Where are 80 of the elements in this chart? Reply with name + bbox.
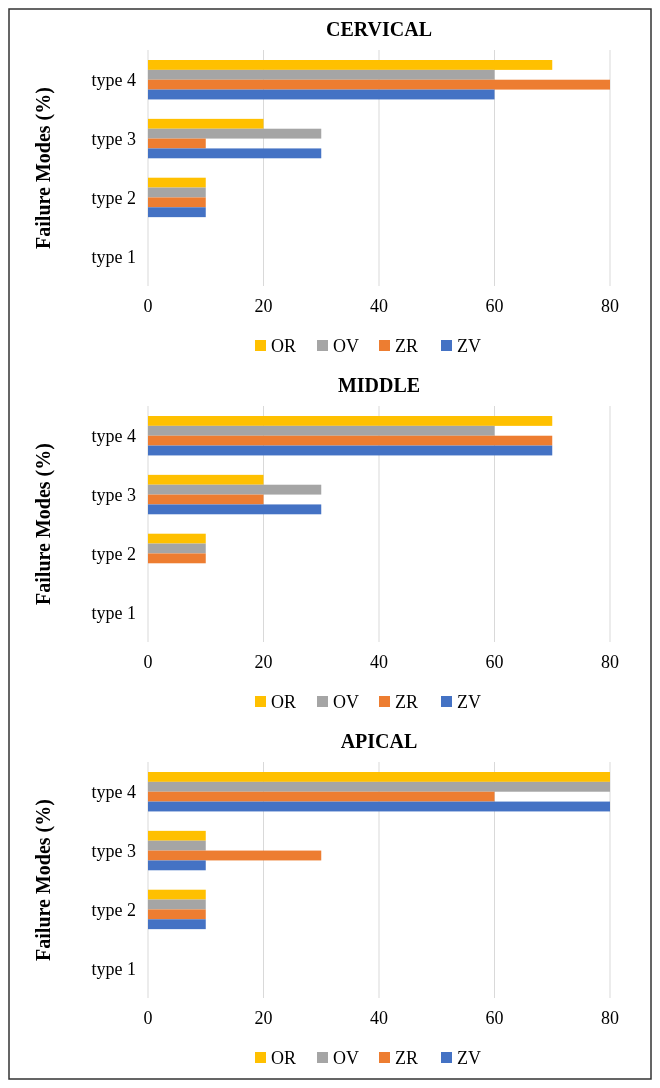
x-tick-label: 80 <box>601 1008 619 1028</box>
bar <box>148 840 206 851</box>
x-tick-label: 20 <box>254 1008 273 1028</box>
y-tick-label: type 1 <box>91 602 136 623</box>
bar <box>148 919 206 930</box>
y-axis-title: Failure Modes (%) <box>32 87 55 249</box>
bar <box>148 553 206 564</box>
legend-label: ZR <box>395 692 419 713</box>
y-tick-label: type 2 <box>91 543 136 564</box>
x-tick-label: 40 <box>370 652 388 672</box>
bar <box>148 128 322 139</box>
x-tick-label: 20 <box>254 296 273 316</box>
y-tick-label: type 3 <box>91 128 136 149</box>
bar <box>148 187 206 198</box>
x-tick-label: 20 <box>254 652 273 672</box>
y-tick-label: type 3 <box>91 840 136 861</box>
legend-label: OV <box>333 692 359 713</box>
x-tick-label: 80 <box>601 652 619 672</box>
y-tick-label: type 1 <box>91 958 136 979</box>
legend-label: OR <box>271 1048 297 1069</box>
bar <box>148 445 553 456</box>
y-tick-label: type 3 <box>91 484 136 505</box>
legend-label: OV <box>333 336 359 357</box>
chart-title: MIDDLE <box>337 374 421 396</box>
bar <box>148 830 206 841</box>
x-tick-label: 40 <box>370 296 388 316</box>
bar <box>148 860 206 871</box>
y-tick-label: type 2 <box>91 187 136 208</box>
y-tick-label: type 4 <box>91 70 136 91</box>
bar <box>148 801 610 812</box>
x-tick-label: 40 <box>370 1008 388 1028</box>
legend-label: OR <box>271 692 297 713</box>
bar <box>148 772 610 782</box>
y-tick-label: type 4 <box>91 782 136 803</box>
bar <box>148 138 206 149</box>
x-tick-label: 80 <box>601 296 619 316</box>
x-tick-label: 0 <box>143 1008 153 1028</box>
legend-label: OR <box>271 336 297 357</box>
bar <box>148 148 322 159</box>
bar <box>148 543 206 554</box>
bar <box>148 504 322 515</box>
x-tick-label: 0 <box>143 652 153 672</box>
bar <box>148 850 322 861</box>
y-axis-title: Failure Modes (%) <box>32 799 55 961</box>
chart-title: APICAL <box>340 730 418 752</box>
legend-label: OV <box>333 1048 359 1069</box>
bar <box>148 69 495 80</box>
x-tick-label: 0 <box>143 296 153 316</box>
bar <box>148 899 206 910</box>
bar <box>148 889 206 900</box>
bar <box>148 118 264 129</box>
bar <box>148 781 610 792</box>
bar <box>148 207 206 218</box>
bar <box>148 425 495 436</box>
legend-label: ZR <box>395 1048 419 1069</box>
bar <box>148 177 206 188</box>
legend-label: ZV <box>457 336 481 357</box>
y-axis-title: Failure Modes (%) <box>32 443 55 605</box>
bar <box>148 484 322 495</box>
chart-title: CERVICAL <box>326 18 432 40</box>
bar <box>148 89 495 100</box>
bar <box>148 79 610 90</box>
x-tick-label: 60 <box>485 1008 504 1028</box>
bar <box>148 909 206 920</box>
y-tick-label: type 2 <box>91 899 136 920</box>
legend-label: ZR <box>395 336 419 357</box>
bar <box>148 197 206 208</box>
legend-label: ZV <box>457 1048 481 1069</box>
bar <box>148 791 495 802</box>
bar <box>148 494 264 505</box>
x-tick-label: 60 <box>485 652 504 672</box>
bar <box>148 60 553 70</box>
y-tick-label: type 1 <box>91 246 136 267</box>
x-tick-label: 60 <box>485 296 504 316</box>
bar <box>148 474 264 485</box>
bar <box>148 533 206 544</box>
bar <box>148 435 553 446</box>
y-tick-label: type 4 <box>91 426 136 447</box>
legend-label: ZV <box>457 692 481 713</box>
bar <box>148 416 553 426</box>
